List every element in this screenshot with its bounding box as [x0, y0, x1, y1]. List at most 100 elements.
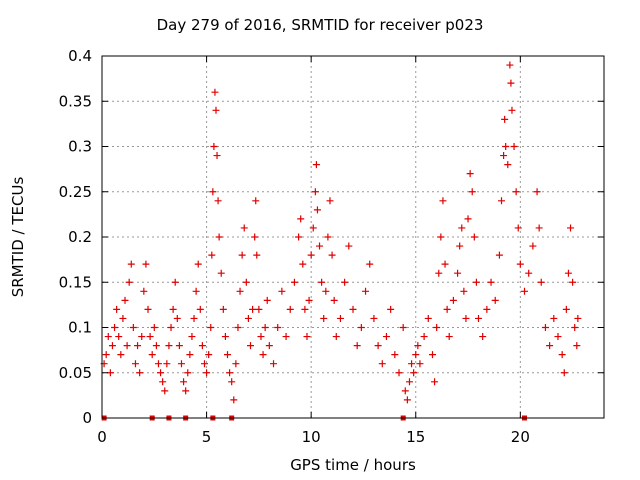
data-point: [414, 342, 422, 350]
x-tick-label: 15: [406, 428, 425, 446]
data-point: [117, 351, 125, 359]
data-point: [244, 314, 252, 322]
data-point: [312, 161, 320, 169]
data-point: [574, 314, 582, 322]
data-point: [232, 360, 240, 368]
data-point: [405, 378, 413, 386]
data-point: [330, 296, 338, 304]
y-tick-label: 0.1: [68, 319, 92, 337]
data-point: [207, 324, 215, 331]
data-point: [567, 224, 575, 232]
data-point: [209, 188, 217, 196]
data-point: [498, 197, 506, 205]
data-point: [401, 387, 409, 395]
y-tick-label: 0.25: [59, 183, 92, 201]
data-point: [466, 170, 474, 178]
data-point: [336, 314, 344, 322]
data-point: [274, 324, 282, 331]
data-point: [307, 251, 315, 259]
data-point: [562, 305, 570, 313]
data-point: [208, 251, 216, 259]
data-point: [171, 278, 179, 286]
data-point: [311, 188, 319, 196]
data-point: [529, 242, 537, 250]
y-tick-label: 0.35: [59, 92, 92, 110]
data-point: [119, 314, 127, 322]
data-point: [226, 369, 234, 377]
data-point: [278, 287, 286, 295]
data-point: [190, 314, 198, 322]
data-point: [180, 378, 188, 386]
data-point: [212, 106, 220, 114]
data-point: [234, 324, 242, 331]
data-point: [238, 251, 246, 259]
data-point: [125, 278, 133, 286]
data-point: [144, 305, 152, 313]
data-point: [182, 387, 190, 395]
x-tick-label: 0: [97, 428, 107, 446]
data-point: [251, 233, 259, 241]
data-point: [370, 314, 378, 322]
data-point: [188, 333, 196, 341]
data-point: [196, 305, 204, 313]
data-point: [464, 215, 472, 223]
data-point: [290, 278, 298, 286]
y-tick-label: 0.2: [68, 228, 92, 246]
data-point: [514, 224, 522, 232]
axis-ticks: 0 0.05 0.1 0.15 0.2 0.25 0.3 0.35 0.4 0 5 10 15 20: [59, 47, 604, 446]
data-point: [265, 342, 273, 350]
data-point: [167, 324, 175, 331]
data-point: [541, 324, 549, 331]
data-point: [462, 314, 470, 322]
data-point: [295, 233, 303, 241]
data-point: [102, 351, 110, 359]
data-point: [134, 342, 142, 350]
data-point: [349, 305, 357, 313]
data-point: [301, 305, 309, 313]
data-point: [138, 333, 146, 341]
data-point: [378, 360, 386, 368]
data-point: [516, 260, 524, 268]
data-point: [357, 324, 365, 331]
data-point: [263, 296, 271, 304]
data-point: [424, 314, 432, 322]
data-point: [470, 233, 478, 241]
y-axis-label: SRMTID / TECUs: [9, 176, 27, 298]
x-tick-label: 10: [302, 428, 321, 446]
data-point: [215, 233, 223, 241]
data-point: [210, 143, 218, 150]
x-axis-label: GPS time / hours: [290, 456, 416, 474]
data-points: [100, 61, 582, 421]
data-point: [108, 342, 116, 350]
data-point: [433, 324, 441, 331]
data-point: [242, 278, 250, 286]
data-point: [569, 278, 577, 286]
data-point: [252, 197, 260, 205]
data-point: [328, 251, 336, 259]
data-point: [504, 161, 512, 169]
data-point: [255, 305, 263, 313]
data-point: [479, 333, 487, 341]
data-point: [460, 287, 468, 295]
data-point: [318, 278, 326, 286]
data-point: [270, 360, 278, 368]
data-point: [140, 287, 148, 295]
data-point: [127, 260, 135, 268]
data-point: [198, 342, 206, 350]
data-point: [282, 333, 290, 341]
data-point: [431, 378, 439, 386]
data-point: [535, 224, 543, 232]
data-point: [332, 333, 340, 341]
data-point: [508, 106, 516, 114]
data-point: [403, 396, 411, 404]
y-tick-label: 0.3: [68, 138, 92, 156]
data-point: [186, 351, 194, 359]
data-point: [219, 305, 227, 313]
data-point: [184, 369, 192, 377]
x-tick-label: 5: [202, 428, 212, 446]
data-point: [259, 351, 267, 359]
data-point: [483, 305, 491, 313]
chart-title: Day 279 of 2016, SRMTID for receiver p02…: [156, 16, 484, 34]
data-point: [410, 369, 418, 377]
